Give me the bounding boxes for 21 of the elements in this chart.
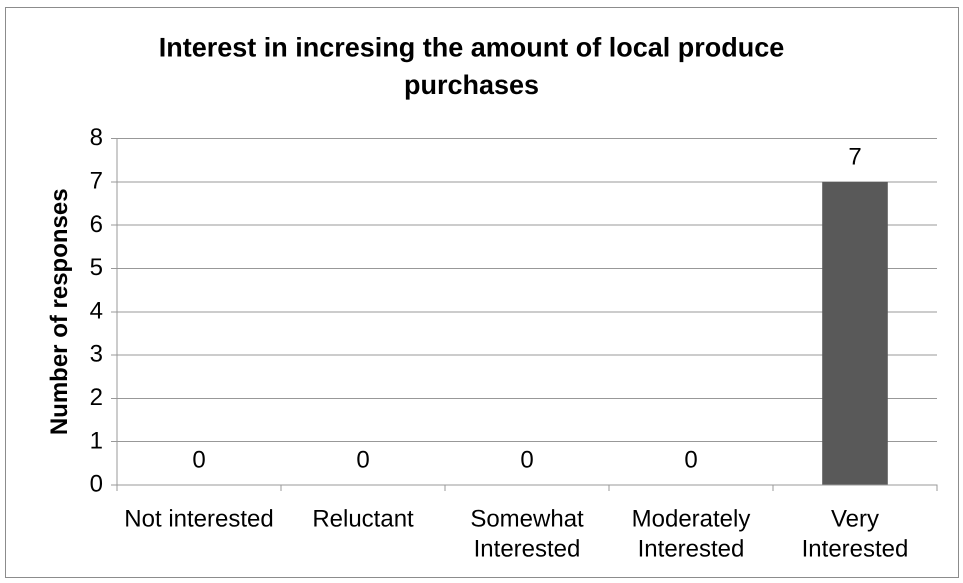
y-tick-label: 7 [90,168,103,195]
y-axis-title: Number of responses [46,188,74,436]
data-label: 0 [356,446,370,474]
y-tick-label: 3 [90,340,103,368]
y-tick-label: 6 [90,210,103,238]
data-label: 0 [520,446,534,474]
y-tick-label: 5 [90,254,103,282]
y-tick-label: 4 [90,297,103,324]
data-label: 0 [684,446,698,474]
y-tick-label: 2 [90,384,103,412]
y-tick-label: 1 [90,427,103,454]
data-label: 0 [192,446,206,474]
y-tick-label: 8 [90,124,103,152]
chart-title: Interest in incresing the amount of local produce purchases [158,32,784,100]
y-tick-label: 0 [90,470,103,498]
x-tick-label: Moderately Interested [632,506,750,563]
data-label: 7 [848,144,862,171]
x-tick-label: Somewhat Interested [470,506,584,563]
x-tick-label: Not interested [124,506,274,533]
x-tick-label: Reluctant [312,506,414,533]
x-tick-label: Very Interested [802,506,908,563]
